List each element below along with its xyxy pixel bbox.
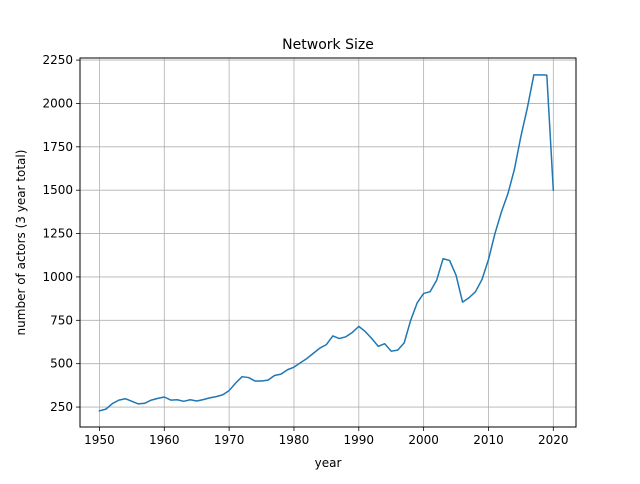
x-tick-label: 1960 [149, 433, 180, 447]
x-tick-label: 1980 [279, 433, 310, 447]
y-tick-label: 1500 [42, 183, 73, 197]
x-tick-label: 2000 [408, 433, 439, 447]
x-axis-label: year [315, 456, 342, 470]
y-tick-label: 1250 [42, 227, 73, 241]
y-axis: 250 500 750 1000 1250 1500 1750 2000 2250 [42, 53, 80, 414]
y-tick-label: 2250 [42, 53, 73, 67]
y-tick-label: 1750 [42, 140, 73, 154]
chart-title: Network Size [282, 37, 374, 53]
y-axis-label: number of actors (3 year total) [14, 150, 28, 336]
y-tick-label: 500 [50, 357, 73, 371]
y-tick-label: 250 [50, 400, 73, 414]
x-tick-label: 2020 [538, 433, 569, 447]
plot-frame [80, 58, 576, 427]
x-tick-label: 1950 [84, 433, 115, 447]
series-line [99, 75, 553, 411]
y-tick-label: 2000 [42, 96, 73, 110]
x-tick-label: 1970 [214, 433, 245, 447]
series-layer [99, 75, 553, 411]
y-tick-label: 750 [50, 313, 73, 327]
grid [80, 58, 576, 427]
x-axis: 1950 1960 1970 1980 1990 2000 2010 2020 [84, 427, 568, 447]
y-tick-label: 1000 [42, 270, 73, 284]
x-tick-label: 1990 [344, 433, 375, 447]
x-tick-label: 2010 [473, 433, 504, 447]
